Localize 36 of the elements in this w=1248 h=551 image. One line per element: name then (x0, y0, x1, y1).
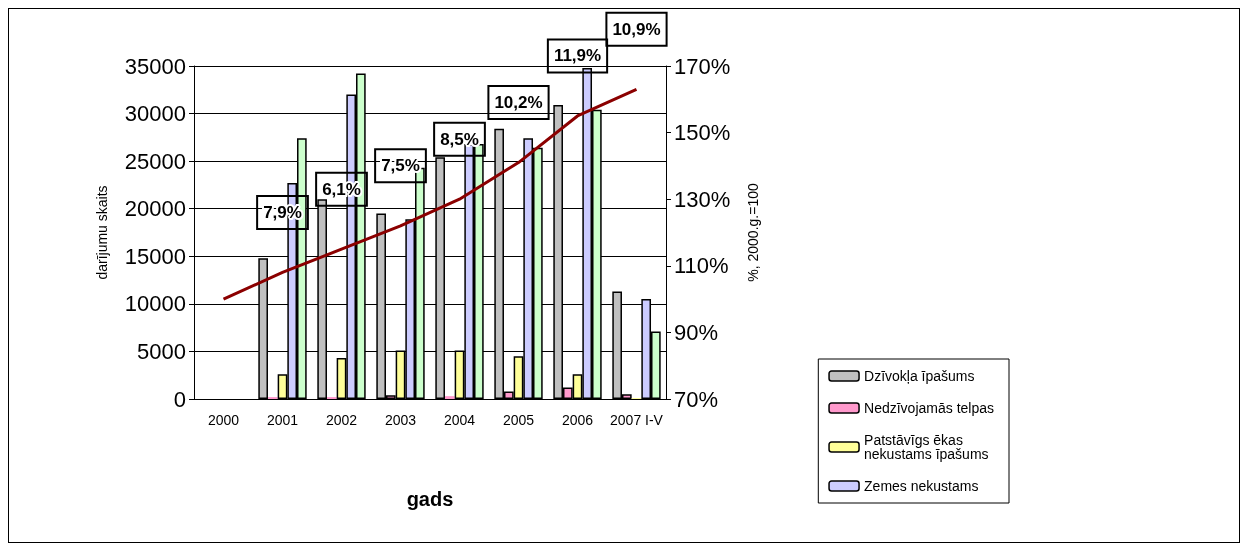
y2-tick-label: 130% (674, 186, 731, 212)
text: 11,9% (553, 46, 602, 66)
legend-label: Zemes nekustams (864, 478, 979, 494)
y-tick-label: 0 (173, 386, 186, 412)
y-tick-label: 10000 (124, 291, 186, 317)
annotation: 7,5% (381, 156, 420, 176)
legend-label: Nedzīvojamās telpas (864, 400, 994, 416)
x-tick-label: 2002 (325, 412, 358, 428)
y-tick-label: 5000 (137, 338, 186, 364)
x-tick-label: 2005 (502, 412, 535, 428)
y2-axis-title: %, 2000.g.=100 (745, 183, 761, 282)
y2-tick-label: 70% (674, 386, 719, 412)
annotation: 8,5% (440, 129, 479, 149)
x-tick-label: 2007 I-V (610, 412, 664, 428)
y-tick-label: 20000 (124, 196, 186, 222)
annotation: 10,2% (494, 93, 543, 113)
legend-label: Dzīvokļa īpašums (864, 368, 975, 384)
x-axis-title: gads (406, 488, 454, 510)
x-tick-label: 2000 (207, 412, 240, 428)
x-tick-label: 2006 (561, 412, 594, 428)
legend-label: Patstāvīgs ēkas nekustams īpašums (864, 432, 989, 462)
y-tick-label: 25000 (124, 148, 186, 174)
y2-tick-label: 90% (674, 319, 719, 345)
text: 10,9% (612, 19, 661, 39)
line-series (222, 87, 638, 301)
y2-tick-label: 150% (674, 120, 731, 146)
x-tick-label: 2001 (266, 412, 299, 428)
x-tick-label: 2004 (443, 412, 476, 428)
y-tick-label: 15000 (124, 243, 186, 269)
x-tick-label: 2003 (384, 412, 417, 428)
bar (444, 396, 455, 399)
y-tick-label: 30000 (124, 101, 186, 127)
y2-tick-label: 110% (674, 253, 729, 279)
y-axis-title: darījumu skaits (94, 185, 110, 280)
y2-tick-label: 170% (674, 53, 731, 79)
y-tick-label: 35000 (124, 53, 186, 79)
